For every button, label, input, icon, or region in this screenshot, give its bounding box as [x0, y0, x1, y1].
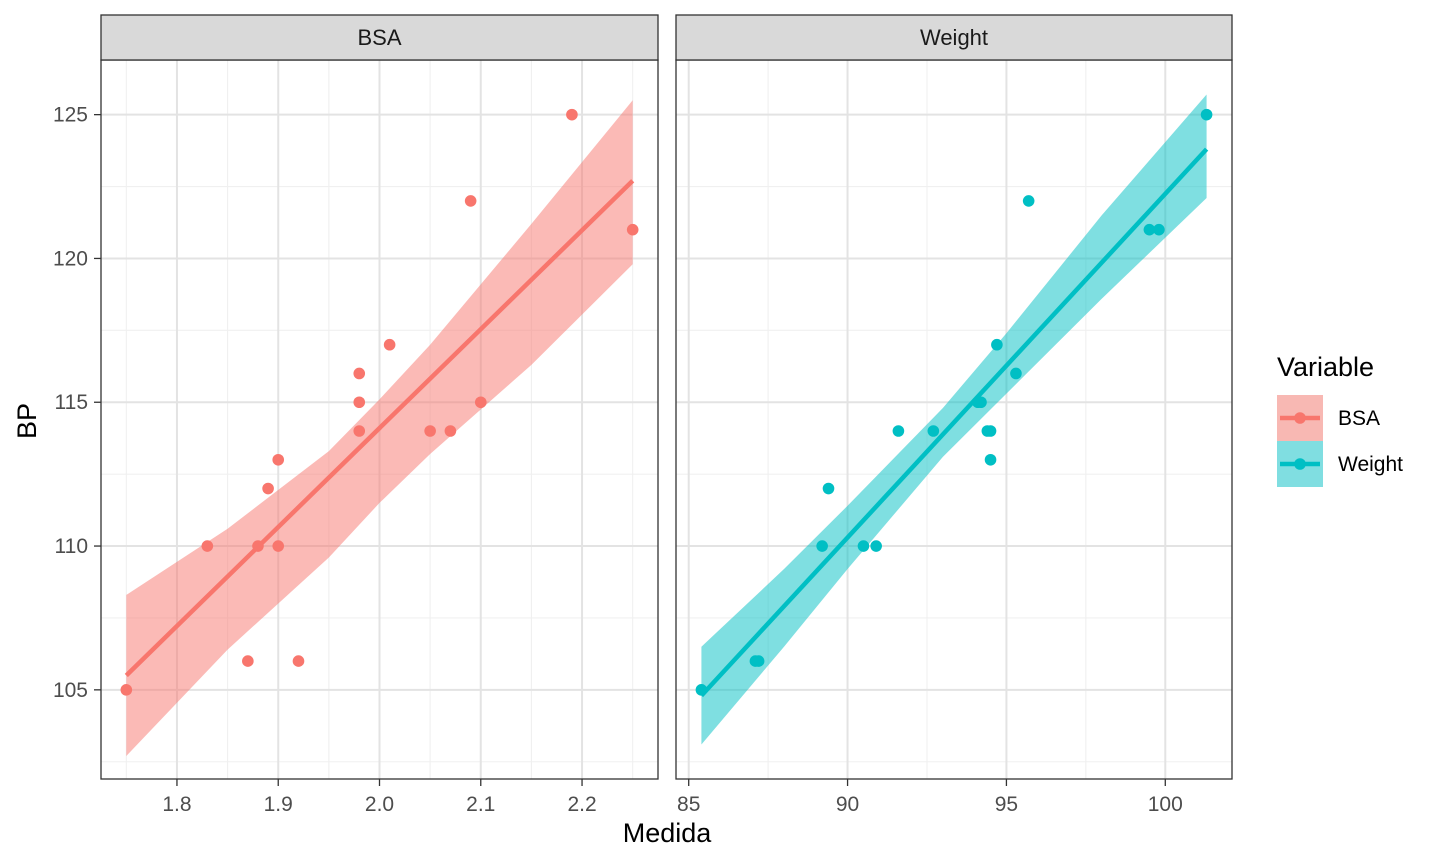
x-tick-label: 2.2	[567, 793, 596, 816]
x-tick-label: 2.1	[466, 793, 495, 816]
legend-key-point	[1294, 458, 1306, 470]
data-point	[444, 425, 457, 437]
x-tick-label: 95	[995, 793, 1018, 816]
facet-strip	[675, 14, 1233, 61]
facet-strip-label: Weight	[920, 25, 988, 50]
data-point	[1153, 223, 1165, 236]
data-point	[1010, 367, 1022, 380]
panel-bsa: BSA 1.8 1.9 2.0 2.1 2.2	[100, 14, 659, 816]
legend: Variable BSA Weight	[1277, 352, 1403, 487]
data-point	[991, 338, 1003, 351]
legend-entry-weight: Weight	[1277, 441, 1403, 487]
data-point	[272, 453, 285, 466]
x-axis-title: Medida	[623, 818, 713, 848]
data-point	[383, 338, 396, 351]
data-point	[566, 108, 578, 121]
data-point	[242, 655, 254, 667]
data-point	[353, 425, 366, 437]
data-point	[822, 482, 835, 495]
panel-weight: Weight 85 90 95 100	[675, 14, 1233, 816]
x-tick-label: 90	[836, 793, 859, 816]
data-point	[120, 684, 133, 696]
data-point	[252, 540, 264, 552]
data-point	[984, 425, 997, 437]
data-point	[975, 396, 987, 409]
facet-strip-label: BSA	[357, 25, 401, 50]
x-tick-label: 100	[1148, 793, 1183, 816]
data-point	[464, 195, 477, 207]
facet-strip	[100, 14, 659, 61]
data-point	[857, 540, 870, 552]
y-tick-label: 125	[53, 104, 88, 127]
y-tick-label: 120	[53, 247, 88, 270]
data-point	[1200, 108, 1213, 121]
data-point	[1143, 223, 1156, 236]
x-tick-label: 85	[677, 793, 700, 816]
data-point	[292, 655, 305, 667]
regression-line	[699, 147, 1209, 698]
data-point	[201, 540, 214, 552]
data-point	[353, 396, 366, 409]
data-point	[353, 367, 366, 380]
data-point	[474, 396, 487, 409]
y-axis-title: BP	[12, 403, 42, 439]
data-point	[752, 655, 765, 667]
y-tick-label: 105	[53, 679, 88, 702]
legend-title: Variable	[1277, 352, 1374, 382]
y-axis: 105 110 115 120 125	[53, 104, 101, 702]
data-point	[262, 482, 274, 495]
data-point	[927, 425, 940, 437]
data-point	[695, 684, 708, 696]
legend-entry-bsa: BSA	[1277, 395, 1380, 441]
data-point	[892, 425, 905, 437]
legend-key-point	[1294, 412, 1306, 424]
data-point	[1022, 195, 1035, 207]
x-tick-label: 1.9	[264, 793, 293, 816]
legend-label: BSA	[1338, 407, 1380, 430]
data-point	[424, 425, 436, 437]
y-tick-label: 110	[55, 535, 88, 558]
data-point	[984, 453, 997, 466]
legend-label: Weight	[1338, 453, 1403, 476]
data-point	[272, 540, 285, 552]
y-tick-label: 115	[55, 391, 88, 414]
x-tick-label: 1.8	[162, 793, 191, 816]
x-tick-label: 2.0	[365, 793, 394, 816]
regression-line	[124, 179, 635, 678]
data-point	[816, 540, 828, 552]
legend-entries: BSA Weight	[1277, 395, 1403, 487]
data-point	[626, 223, 639, 236]
data-point	[870, 540, 882, 552]
